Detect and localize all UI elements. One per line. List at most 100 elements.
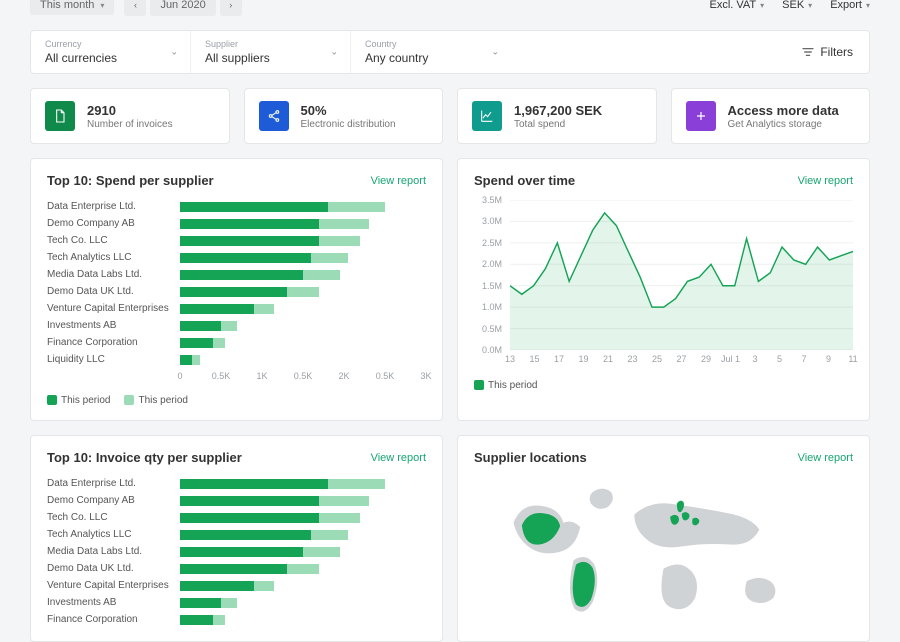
bar-label: Investments AB xyxy=(47,319,172,333)
chevron-down-icon: ▾ xyxy=(866,1,870,10)
chevron-down-icon: ⌄ xyxy=(170,47,178,58)
bar-row xyxy=(180,596,426,610)
y-tick: 0.5M xyxy=(482,324,502,334)
panel-supplier-locations: Supplier locations View report xyxy=(457,435,870,642)
card-spend[interactable]: 1,967,200 SEKTotal spend xyxy=(457,88,657,144)
bar-row xyxy=(180,613,426,627)
card-invoices[interactable]: 2910Number of invoices xyxy=(30,88,230,144)
world-map[interactable] xyxy=(474,477,853,627)
bar-label: Demo Data UK Ltd. xyxy=(47,285,172,299)
x-tick: 2K xyxy=(338,371,349,381)
bar-row xyxy=(180,528,426,542)
chevron-down-icon: ⌄ xyxy=(491,47,499,58)
bar-label: Finance Corporation xyxy=(47,613,172,627)
bar-label: Venture Capital Enterprises xyxy=(47,302,172,316)
bar-label: Media Data Labs Ltd. xyxy=(47,545,172,559)
x-tick: 1K xyxy=(256,371,267,381)
panel-title: Top 10: Invoice qty per supplier xyxy=(47,450,242,465)
vat-selector[interactable]: Excl. VAT▾ xyxy=(709,0,764,11)
filter-value: All currencies xyxy=(45,51,176,65)
bar-label: Tech Analytics LLC xyxy=(47,251,172,265)
filters-icon xyxy=(802,47,814,57)
period-selector[interactable]: This month ▾ xyxy=(30,0,114,15)
card-promo[interactable]: Access more dataGet Analytics storage xyxy=(671,88,871,144)
card-value: 1,967,200 SEK xyxy=(514,103,602,118)
bar-row xyxy=(180,200,426,214)
document-icon xyxy=(45,101,75,131)
filter-country[interactable]: Country Any country ⌄ xyxy=(351,31,511,73)
bar-row xyxy=(180,511,426,525)
bar-row xyxy=(180,579,426,593)
view-report-link[interactable]: View report xyxy=(798,452,853,464)
bar-label: Finance Corporation xyxy=(47,336,172,350)
panel-title: Spend over time xyxy=(474,173,575,188)
bar-row xyxy=(180,234,426,248)
filter-bar: Currency All currencies ⌄ Supplier All s… xyxy=(30,30,870,74)
bar-label: Venture Capital Enterprises xyxy=(47,579,172,593)
x-tick: 19 xyxy=(578,354,588,364)
bar-row xyxy=(180,494,426,508)
panel-spend-over-time: Spend over time View report 0.0M 0.5M 1.0M… xyxy=(457,158,870,421)
x-tick: 3K xyxy=(420,371,431,381)
card-sub: Number of invoices xyxy=(87,119,173,130)
y-tick: 1.5M xyxy=(482,281,502,291)
currency-selector[interactable]: SEK▾ xyxy=(782,0,812,11)
chevron-down-icon: ▾ xyxy=(808,1,812,10)
filter-value: All suppliers xyxy=(205,51,336,65)
view-report-link[interactable]: View report xyxy=(798,175,853,187)
bar-label: Tech Co. LLC xyxy=(47,511,172,525)
x-tick: 13 xyxy=(505,354,515,364)
panel-spend-per-supplier: Top 10: Spend per supplier View report D… xyxy=(30,158,443,421)
legend-b: This period xyxy=(138,395,187,406)
card-sub: Total spend xyxy=(514,119,602,130)
x-tick: 0 xyxy=(177,371,182,381)
bar-row xyxy=(180,477,426,491)
card-value: 2910 xyxy=(87,103,173,118)
y-tick: 3.0M xyxy=(482,216,502,226)
y-tick: 1.0M xyxy=(482,302,502,312)
filter-label: Country xyxy=(365,39,497,49)
x-tick: 25 xyxy=(652,354,662,364)
card-distribution[interactable]: 50%Electronic distribution xyxy=(244,88,444,144)
x-tick: 11 xyxy=(848,354,857,364)
x-tick: 17 xyxy=(554,354,564,364)
bar-label: Tech Co. LLC xyxy=(47,234,172,248)
bar-label: Demo Data UK Ltd. xyxy=(47,562,172,576)
view-report-link[interactable]: View report xyxy=(371,175,426,187)
chart-icon xyxy=(472,101,502,131)
filters-label: Filters xyxy=(820,45,853,59)
export-selector[interactable]: Export▾ xyxy=(830,0,870,11)
view-report-link[interactable]: View report xyxy=(371,452,426,464)
chevron-down-icon: ⌄ xyxy=(330,47,338,58)
x-tick: 27 xyxy=(676,354,686,364)
y-tick: 2.5M xyxy=(482,238,502,248)
filter-supplier[interactable]: Supplier All suppliers ⌄ xyxy=(191,31,351,73)
x-tick: 9 xyxy=(826,354,831,364)
period-label: This month xyxy=(40,0,94,11)
bar-row xyxy=(180,545,426,559)
bar-row xyxy=(180,268,426,282)
x-tick: 0.5K xyxy=(376,371,395,381)
card-sub: Get Analytics storage xyxy=(728,119,839,130)
date-label: Jun 2020 xyxy=(160,0,205,11)
filters-button[interactable]: Filters xyxy=(786,31,869,73)
bar-row xyxy=(180,336,426,350)
date-selector[interactable]: Jun 2020 xyxy=(150,0,215,16)
filter-value: Any country xyxy=(365,51,497,65)
bar-row xyxy=(180,217,426,231)
legend-line: This period xyxy=(488,380,537,391)
legend-a: This period xyxy=(61,395,110,406)
filter-currency[interactable]: Currency All currencies ⌄ xyxy=(31,31,191,73)
share-icon xyxy=(259,101,289,131)
x-tick: 29 xyxy=(701,354,711,364)
next-button[interactable]: › xyxy=(220,0,242,16)
x-tick: 5 xyxy=(777,354,782,364)
plus-icon xyxy=(686,101,716,131)
y-tick: 2.0M xyxy=(482,259,502,269)
prev-button[interactable]: ‹ xyxy=(124,0,146,16)
panel-invoice-qty: Top 10: Invoice qty per supplier View re… xyxy=(30,435,443,642)
bar-row xyxy=(180,562,426,576)
bar-row xyxy=(180,302,426,316)
filter-label: Supplier xyxy=(205,39,336,49)
y-tick: 0.0M xyxy=(482,345,502,355)
